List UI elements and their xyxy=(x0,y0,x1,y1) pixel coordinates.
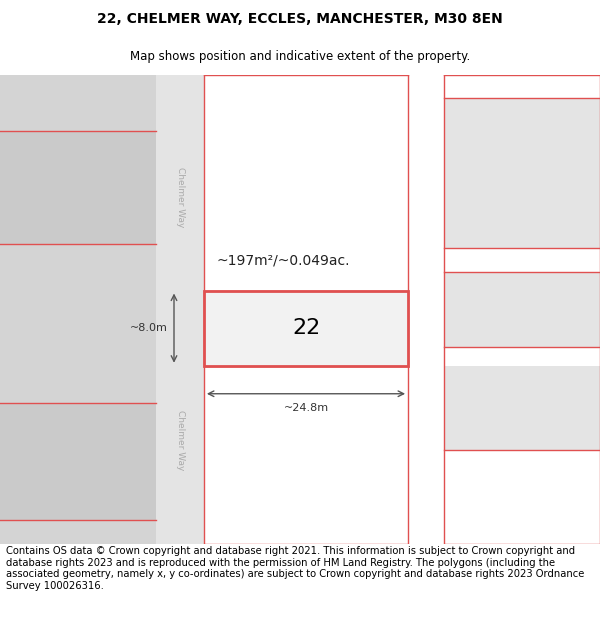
Bar xyxy=(444,98,600,248)
Bar xyxy=(0,131,156,244)
Text: Map shows position and indicative extent of the property.: Map shows position and indicative extent… xyxy=(130,50,470,62)
Bar xyxy=(0,75,156,544)
Text: ~24.8m: ~24.8m xyxy=(283,403,329,413)
Text: ~8.0m: ~8.0m xyxy=(130,323,168,333)
Bar xyxy=(156,75,204,544)
Text: 22, CHELMER WAY, ECCLES, MANCHESTER, M30 8EN: 22, CHELMER WAY, ECCLES, MANCHESTER, M30… xyxy=(97,12,503,26)
Bar xyxy=(444,366,600,450)
Text: Chelmer Way: Chelmer Way xyxy=(176,167,185,227)
Text: ~197m²/~0.049ac.: ~197m²/~0.049ac. xyxy=(216,253,349,268)
Bar xyxy=(444,272,600,347)
Text: 22: 22 xyxy=(292,318,320,338)
Bar xyxy=(0,403,156,520)
Text: Chelmer Way: Chelmer Way xyxy=(176,411,185,471)
Bar xyxy=(204,291,408,366)
Text: Contains OS data © Crown copyright and database right 2021. This information is : Contains OS data © Crown copyright and d… xyxy=(6,546,584,591)
